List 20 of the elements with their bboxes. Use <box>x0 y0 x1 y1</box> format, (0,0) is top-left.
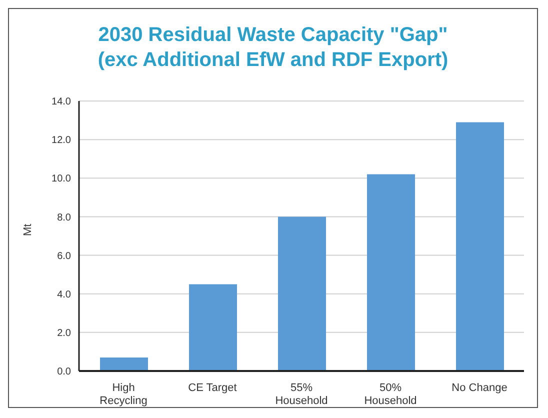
x-tick-label: 55% Household <box>275 382 328 407</box>
y-tick-label: 6.0 <box>57 250 72 262</box>
bar <box>367 174 415 371</box>
bar <box>278 216 326 371</box>
y-tick-label: 4.0 <box>57 289 72 300</box>
x-tick-label: High Recycling <box>100 382 148 407</box>
y-tick-label: 10.0 <box>52 174 72 185</box>
y-tick-label: 0.0 <box>57 366 72 378</box>
y-tick-label: 12.0 <box>52 135 72 146</box>
x-tick-label: CE Target <box>188 382 237 394</box>
y-tick-label: 14.0 <box>52 96 72 108</box>
y-tick-label: 8.0 <box>57 212 72 224</box>
y-axis-title: Mt <box>22 224 34 236</box>
y-tick-label: 2.0 <box>57 328 72 339</box>
x-tick-label: No Change <box>452 382 508 394</box>
x-tick-label: 50% Household <box>364 382 417 407</box>
bar <box>456 122 504 371</box>
bar <box>100 358 148 371</box>
bar <box>189 284 237 371</box>
chart-title: 2030 Residual Waste Capacity "Gap" (exc Additional EfW and RDF Export) <box>96 23 450 73</box>
